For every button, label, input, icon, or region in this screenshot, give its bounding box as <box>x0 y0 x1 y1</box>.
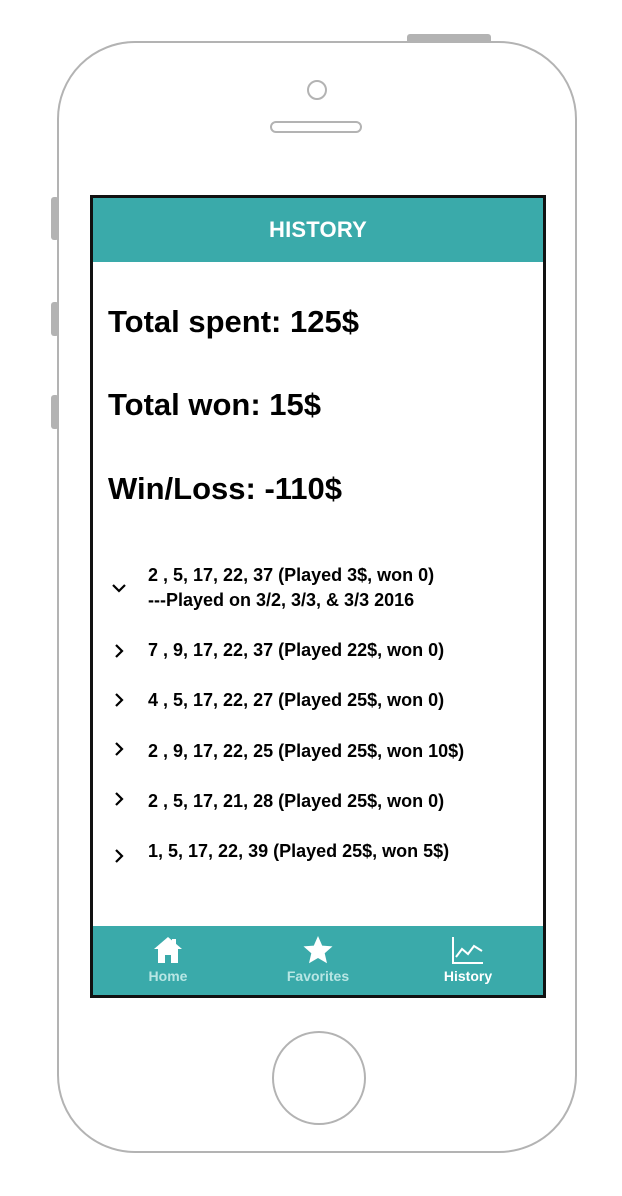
history-item-numbers: 4 , 5, 17, 22, 27 (Played 25$, won 0) <box>148 690 445 710</box>
history-item-numbers: 2 , 5, 17, 22, 37 (Played 3$, won 0) <box>148 565 435 585</box>
tab-favorites-label: Favorites <box>286 968 350 984</box>
power-button <box>407 34 491 43</box>
chevron-right-icon[interactable] <box>111 692 127 708</box>
app-header: HISTORY <box>93 198 543 262</box>
page-title: HISTORY <box>269 217 367 242</box>
history-item-3[interactable]: 4 , 5, 17, 22, 27 (Played 25$, won 0) <box>93 688 543 728</box>
history-item-numbers: 7 , 9, 17, 22, 37 (Played 22$, won 0) <box>148 640 445 660</box>
history-item-numbers: 1, 5, 17, 22, 39 (Played 25$, won 5$) <box>148 841 450 861</box>
app-screen: HISTORY Total spent: 125$ Total won: 15$… <box>90 195 546 998</box>
history-item-4[interactable]: 2 , 9, 17, 22, 25 (Played 25$, won 10$) <box>93 739 543 779</box>
home-hardware-button[interactable] <box>272 1031 366 1125</box>
history-item-6[interactable]: 1, 5, 17, 22, 39 (Played 25$, won 5$) <box>93 839 543 879</box>
history-item-numbers: 2 , 5, 17, 21, 28 (Played 25$, won 0) <box>148 791 445 811</box>
star-icon <box>302 934 334 966</box>
volume-down-button <box>51 395 59 429</box>
chevron-down-icon[interactable] <box>111 580 127 596</box>
bottom-tab-bar: Home Favorites History <box>93 926 543 995</box>
chevron-right-icon[interactable] <box>111 848 127 864</box>
tab-history[interactable]: History <box>393 926 543 995</box>
history-item-2[interactable]: 7 , 9, 17, 22, 37 (Played 22$, won 0) <box>93 638 543 678</box>
chevron-right-icon[interactable] <box>111 643 127 659</box>
history-item-5[interactable]: 2 , 5, 17, 21, 28 (Played 25$, won 0) <box>93 789 543 829</box>
history-item-numbers: 2 , 9, 17, 22, 25 (Played 25$, won 10$) <box>148 741 465 761</box>
earpiece-speaker <box>270 121 362 133</box>
front-camera <box>307 80 327 100</box>
chart-line-icon <box>451 934 485 966</box>
history-item-played-dates: ---Played on 3/2, 3/3, & 3/3 2016 <box>148 590 415 610</box>
total-won: Total won: 15$ <box>108 387 322 422</box>
home-icon <box>152 934 184 966</box>
tab-home[interactable]: Home <box>93 926 243 995</box>
tab-home-label: Home <box>148 968 188 984</box>
chevron-right-icon[interactable] <box>111 791 127 807</box>
tab-favorites[interactable]: Favorites <box>243 926 393 995</box>
volume-up-button <box>51 302 59 336</box>
chevron-right-icon[interactable] <box>111 741 127 757</box>
history-item-1[interactable]: 2 , 5, 17, 22, 37 (Played 3$, won 0) ---… <box>93 563 543 619</box>
total-spent: Total spent: 125$ <box>108 304 359 339</box>
mute-switch <box>51 197 59 240</box>
tab-history-label: History <box>443 968 493 984</box>
win-loss: Win/Loss: -110$ <box>108 471 343 506</box>
